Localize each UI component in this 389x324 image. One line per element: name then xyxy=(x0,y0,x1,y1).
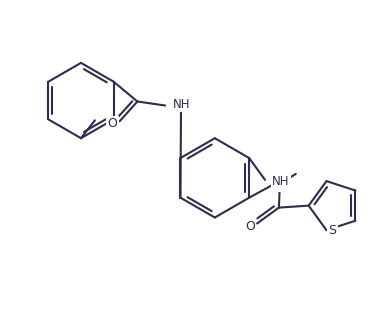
Text: O: O xyxy=(108,117,117,130)
Text: NH: NH xyxy=(173,98,191,111)
Text: O: O xyxy=(245,220,255,233)
Text: O: O xyxy=(276,177,286,190)
Text: S: S xyxy=(328,224,336,237)
Text: NH: NH xyxy=(272,175,289,188)
